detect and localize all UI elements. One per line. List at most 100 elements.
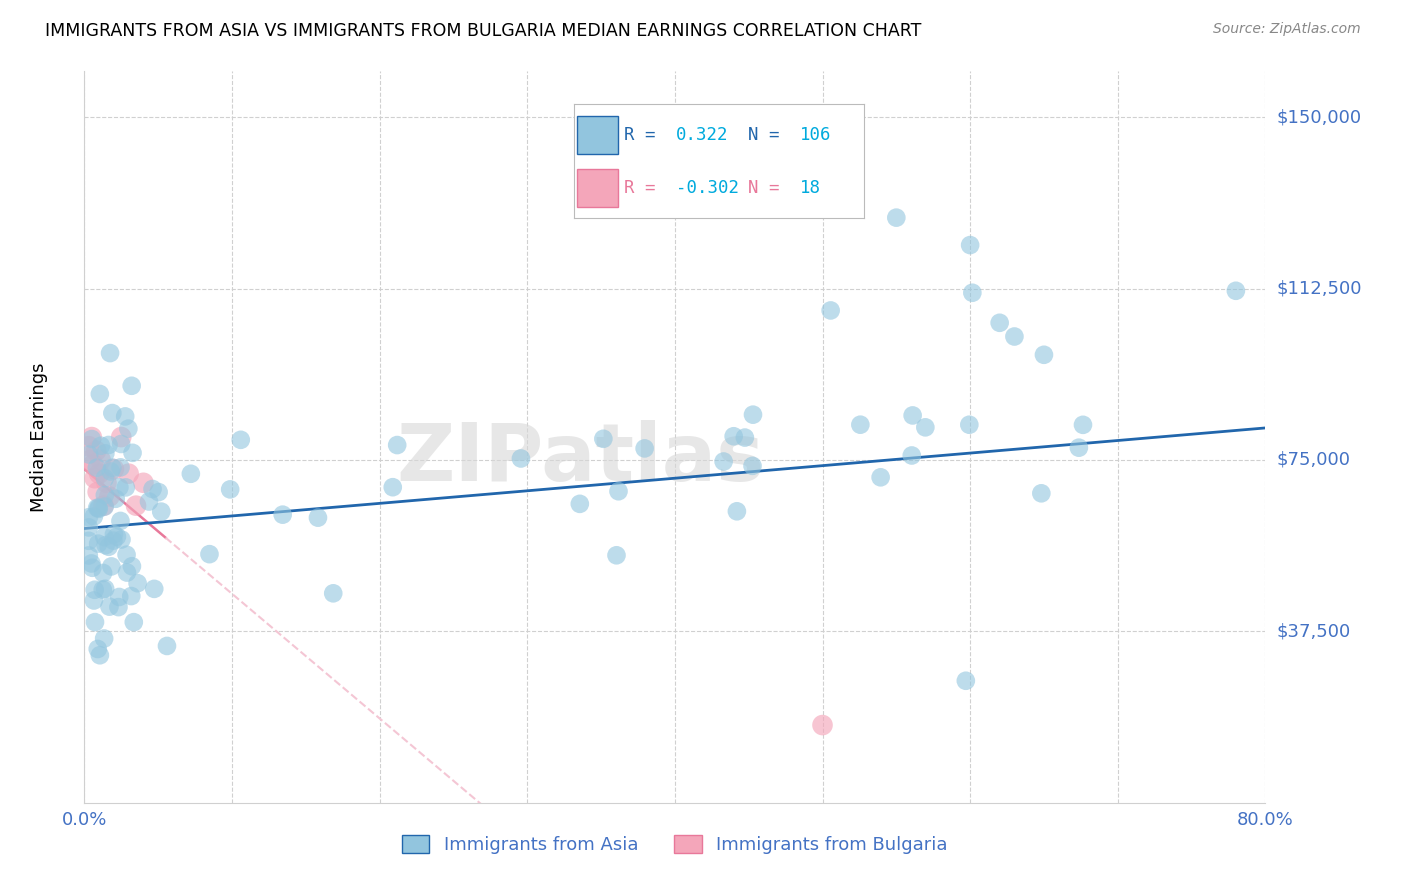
Point: [118, 467, 141, 481]
Point: [820, 303, 842, 318]
Point: [138, 494, 160, 508]
Point: [100, 559, 122, 574]
Point: [1033, 348, 1056, 362]
Point: [82, 561, 104, 575]
Text: IMMIGRANTS FROM ASIA VS IMMIGRANTS FROM BULGARIA MEDIAN EARNINGS CORRELATION CHA: IMMIGRANTS FROM ASIA VS IMMIGRANTS FROM …: [45, 22, 921, 40]
Point: [114, 480, 136, 494]
Point: [108, 480, 131, 494]
Point: [87, 642, 110, 657]
Point: [271, 508, 294, 522]
Point: [914, 420, 936, 434]
Point: [180, 467, 202, 481]
Point: [198, 547, 221, 561]
Point: [141, 482, 163, 496]
Point: [121, 446, 143, 460]
Point: [101, 406, 124, 420]
Point: [122, 615, 145, 629]
Point: [103, 462, 125, 476]
Point: [1031, 486, 1053, 500]
Point: [94, 488, 117, 502]
Point: [87, 467, 111, 481]
Point: [84, 615, 107, 629]
Point: [94, 446, 117, 460]
Point: [83, 509, 105, 524]
Point: [94, 582, 117, 596]
Point: [1225, 284, 1247, 298]
Point: [110, 460, 132, 475]
Point: [900, 449, 922, 463]
Point: [77, 533, 100, 548]
Point: [89, 648, 111, 663]
Point: [955, 673, 977, 688]
Point: [107, 600, 129, 615]
Point: [93, 632, 115, 646]
Point: [103, 533, 125, 548]
Point: [86, 500, 108, 515]
Point: [734, 431, 756, 445]
Text: Source: ZipAtlas.com: Source: ZipAtlas.com: [1213, 22, 1361, 37]
Point: [80, 432, 103, 446]
Point: [83, 471, 105, 485]
Point: [742, 408, 765, 422]
Point: [77, 448, 100, 462]
Legend: Immigrants from Asia, Immigrants from Bulgaria: Immigrants from Asia, Immigrants from Bu…: [394, 826, 956, 863]
Point: [80, 430, 103, 444]
Text: $112,500: $112,500: [1277, 279, 1362, 298]
Point: [79, 453, 101, 467]
Point: [117, 422, 139, 436]
Point: [115, 566, 138, 580]
Point: [98, 346, 121, 360]
Point: [77, 439, 100, 453]
Point: [1071, 417, 1094, 432]
Point: [869, 470, 891, 484]
Point: [105, 530, 128, 544]
Point: [94, 471, 117, 485]
Point: [86, 484, 108, 499]
Point: [148, 485, 170, 500]
Point: [143, 582, 166, 596]
Point: [94, 538, 117, 552]
Point: [568, 497, 591, 511]
Point: [101, 460, 124, 475]
Point: [82, 458, 104, 472]
Point: [91, 582, 114, 597]
Point: [100, 465, 122, 479]
Point: [83, 593, 105, 607]
Point: [713, 454, 735, 468]
Point: [959, 238, 981, 252]
Point: [90, 439, 112, 453]
Point: [108, 590, 131, 604]
Point: [723, 429, 745, 443]
Point: [219, 483, 242, 497]
Point: [84, 443, 107, 458]
Point: [87, 500, 110, 515]
Point: [725, 504, 748, 518]
Point: [886, 211, 908, 225]
Point: [80, 557, 103, 571]
Point: [132, 475, 155, 490]
Point: [962, 285, 984, 300]
Point: [77, 549, 100, 563]
Point: [121, 378, 143, 392]
Point: [605, 549, 627, 563]
Point: [381, 480, 404, 494]
Point: [120, 589, 142, 603]
Text: ZIPatlas: ZIPatlas: [396, 420, 765, 498]
Point: [114, 409, 136, 424]
Point: [96, 475, 118, 490]
Point: [91, 566, 114, 580]
Point: [1067, 441, 1090, 455]
Point: [110, 533, 132, 547]
Point: [510, 451, 533, 466]
Point: [322, 586, 344, 600]
Point: [1004, 329, 1026, 343]
Point: [98, 490, 121, 504]
Point: [83, 582, 105, 597]
Point: [849, 417, 872, 432]
Point: [307, 510, 329, 524]
Text: Median Earnings: Median Earnings: [31, 362, 48, 512]
Text: $150,000: $150,000: [1277, 108, 1361, 126]
Point: [77, 520, 100, 534]
Point: [592, 432, 614, 446]
Point: [110, 514, 132, 528]
